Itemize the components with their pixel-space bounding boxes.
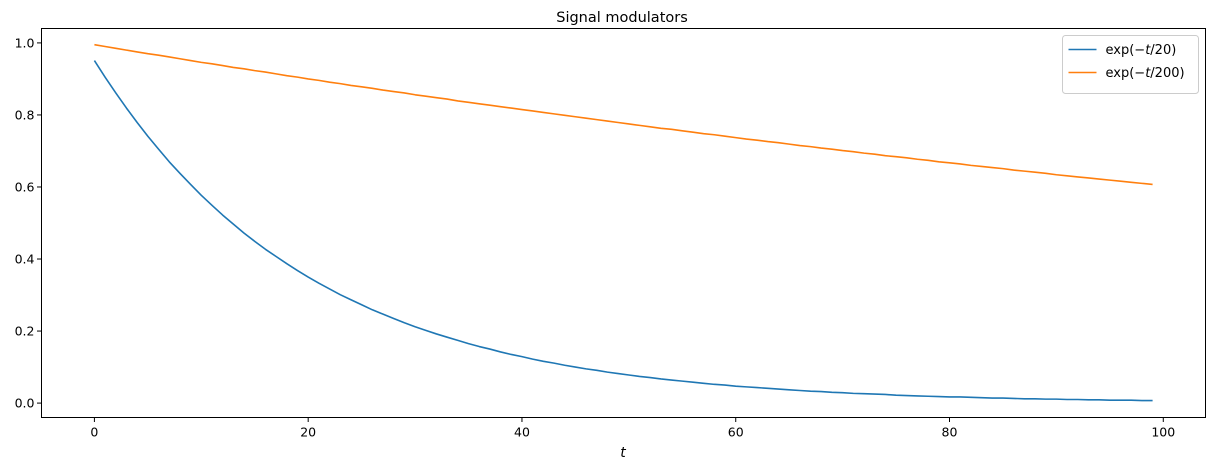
x-tick-label: 80 — [942, 425, 958, 440]
chart-title: Signal modulators — [556, 10, 688, 26]
y-tick-label: 0.2 — [15, 324, 35, 339]
x-tick-label: 0 — [90, 425, 98, 440]
series-line-1 — [93, 60, 1153, 402]
legend-label-2: exp(−t/200) — [1106, 66, 1185, 81]
y-tick-label: 1.0 — [15, 35, 35, 50]
y-tick-label: 0.6 — [15, 179, 35, 194]
series-line-2 — [94, 43, 1153, 186]
y-tick-label: 0.4 — [15, 252, 35, 267]
legend-label-1: exp(−t/20) — [1106, 43, 1177, 58]
plot-frame — [41, 28, 1206, 418]
x-tick-label: 60 — [728, 425, 744, 440]
x-tick-label: 40 — [514, 425, 530, 440]
y-tick-label: 0.0 — [15, 396, 35, 411]
x-axis-label: t — [620, 445, 626, 461]
x-tick-label: 100 — [1151, 425, 1175, 440]
y-tick-label: 0.8 — [15, 107, 35, 122]
x-tick-label: 20 — [300, 425, 316, 440]
